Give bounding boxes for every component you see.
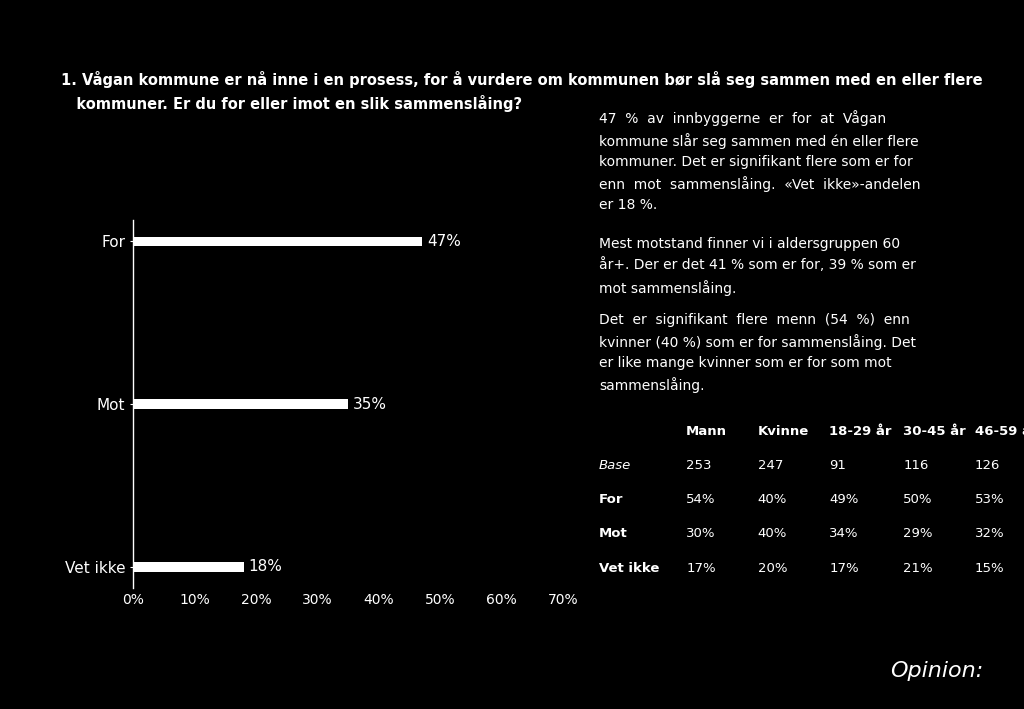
Bar (133, 237, 422, 246)
Text: 18%: 18% (249, 559, 283, 574)
Text: Opinion:: Opinion: (890, 661, 983, 681)
Text: 46-59 år: 46-59 år (975, 425, 1024, 438)
Text: 54%: 54% (686, 493, 716, 506)
Text: 53%: 53% (975, 493, 1005, 506)
Text: 40%: 40% (758, 527, 787, 540)
Text: Mot: Mot (599, 527, 628, 540)
Text: Mest motstand finner vi i aldersgruppen 60
år+. Der er det 41 % som er for, 39 %: Mest motstand finner vi i aldersgruppen … (599, 237, 915, 296)
Text: For: For (599, 493, 624, 506)
Text: 91: 91 (829, 459, 846, 472)
Bar (133, 399, 348, 409)
Text: 18-29 år: 18-29 år (829, 425, 892, 438)
Text: 126: 126 (975, 459, 1000, 472)
Text: 47  %  av  innbyggerne  er  for  at  Vågan
kommune slår seg sammen med én eller : 47 % av innbyggerne er for at Vågan komm… (599, 110, 921, 212)
Text: 17%: 17% (686, 562, 716, 574)
Text: 47%: 47% (427, 234, 461, 249)
Text: 49%: 49% (829, 493, 859, 506)
Text: 50%: 50% (903, 493, 933, 506)
Text: 1. Vågan kommune er nå inne i en prosess, for å vurdere om kommunen bør slå seg : 1. Vågan kommune er nå inne i en prosess… (61, 71, 983, 88)
Text: Kvinne: Kvinne (758, 425, 809, 438)
Text: 21%: 21% (903, 562, 933, 574)
Text: 35%: 35% (353, 396, 387, 412)
Text: 17%: 17% (829, 562, 859, 574)
Text: kommuner. Er du for eller imot en slik sammenslåing?: kommuner. Er du for eller imot en slik s… (61, 95, 522, 112)
Text: 253: 253 (686, 459, 712, 472)
Text: 30-45 år: 30-45 år (903, 425, 966, 438)
Text: Vet ikke: Vet ikke (599, 562, 659, 574)
Text: Mann: Mann (686, 425, 727, 438)
Text: 29%: 29% (903, 527, 933, 540)
Text: 15%: 15% (975, 562, 1005, 574)
Text: 34%: 34% (829, 527, 859, 540)
Text: Base: Base (599, 459, 631, 472)
Text: 116: 116 (903, 459, 929, 472)
Text: 32%: 32% (975, 527, 1005, 540)
Bar (133, 562, 244, 571)
Text: 30%: 30% (686, 527, 716, 540)
Text: 40%: 40% (758, 493, 787, 506)
Text: 247: 247 (758, 459, 783, 472)
Text: Det  er  signifikant  flere  menn  (54  %)  enn
kvinner (40 %) som er for sammen: Det er signifikant flere menn (54 %) enn… (599, 313, 916, 393)
Text: 20%: 20% (758, 562, 787, 574)
